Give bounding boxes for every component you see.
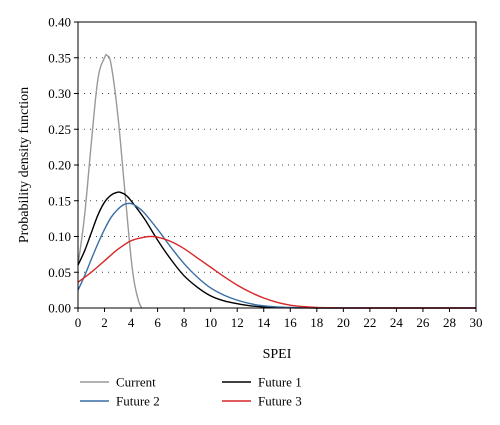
y-axis-title: Probability density function [17,87,32,243]
y-tick-label: 0.05 [48,265,71,280]
x-tick-label: 12 [231,315,244,330]
series-line-future-1 [77,191,476,309]
y-tick-label: 0.00 [48,301,71,316]
series-line-future-2 [77,202,476,309]
legend: Current Future 1 Future 2 Future 3 [80,375,302,409]
legend-label-future-1: Future 1 [258,375,302,390]
series-line-current [77,53,143,309]
y-tick-label: 0.20 [48,158,71,173]
x-tick-label: 0 [75,315,82,330]
series-lines [77,53,476,309]
y-axis-ticks: 0.00 0.05 0.10 0.15 0.20 0.25 0.30 0.35 0.40 [48,15,78,316]
x-tick-label: 6 [154,315,161,330]
y-tick-label: 0.25 [48,122,71,137]
x-tick-label: 2 [101,315,108,330]
x-axis-ticks: 0 2 4 6 8 10 12 14 16 18 20 22 24 26 28 30 [75,308,483,330]
y-tick-label: 0.10 [48,229,71,244]
x-tick-label: 26 [416,315,430,330]
legend-label-future-3: Future 3 [258,394,302,409]
y-tick-label: 0.35 [48,50,71,65]
y-tick-label: 0.30 [48,86,71,101]
x-tick-label: 28 [443,315,456,330]
y-tick-label: 0.15 [48,193,71,208]
x-tick-label: 30 [470,315,483,330]
legend-label-current: Current [116,375,156,390]
x-tick-label: 10 [204,315,217,330]
x-tick-label: 20 [337,315,350,330]
gridlines [78,57,476,273]
x-tick-label: 14 [257,315,271,330]
x-tick-label: 8 [181,315,188,330]
x-tick-label: 18 [310,315,323,330]
x-tick-label: 22 [363,315,376,330]
x-axis-title: SPEI [263,347,292,362]
x-tick-label: 16 [284,315,298,330]
x-tick-label: 4 [128,315,135,330]
y-tick-label: 0.40 [48,15,71,30]
x-tick-label: 24 [390,315,404,330]
legend-label-future-2: Future 2 [116,394,160,409]
